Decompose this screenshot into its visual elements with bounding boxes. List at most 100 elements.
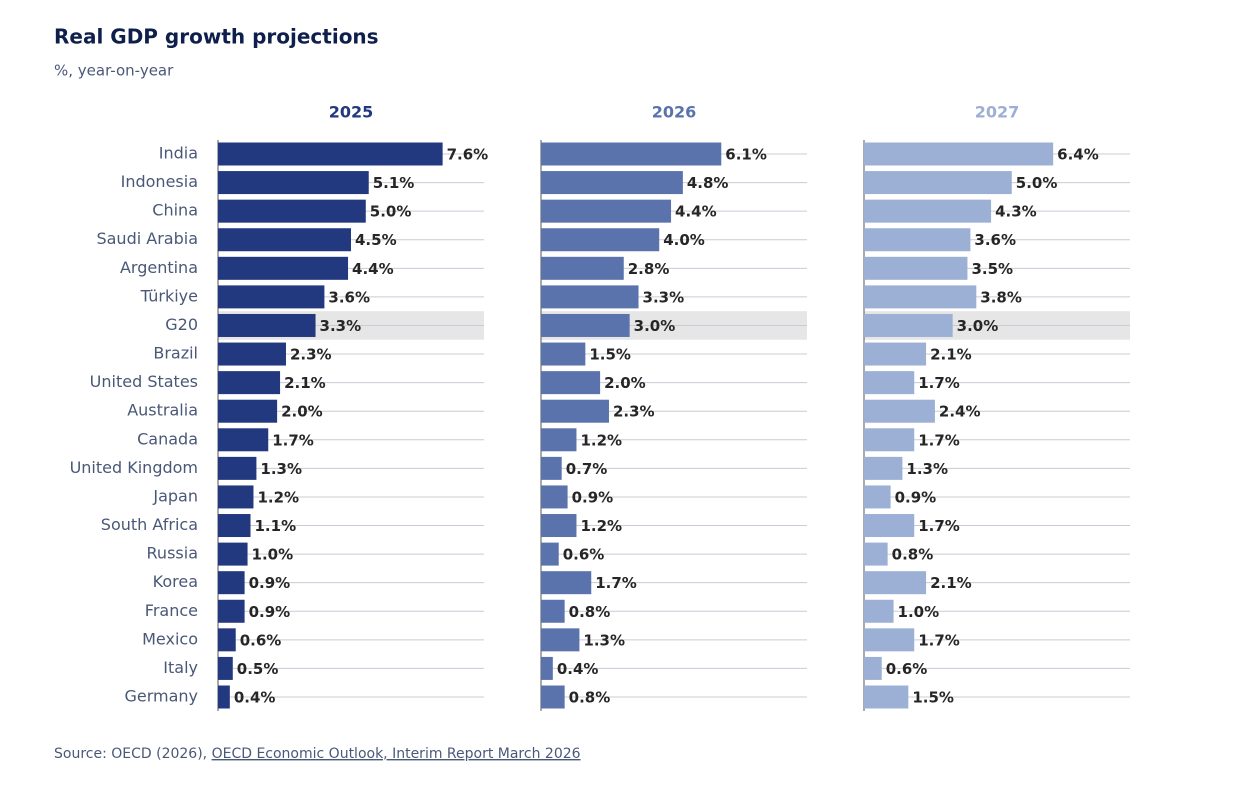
category-label: Italy bbox=[163, 658, 198, 677]
category-label: China bbox=[152, 201, 198, 220]
value-label: 2.1% bbox=[930, 574, 972, 592]
category-label: Russia bbox=[147, 544, 198, 563]
value-label: 0.6% bbox=[563, 546, 605, 564]
value-label: 2.3% bbox=[290, 346, 332, 364]
bar bbox=[218, 171, 369, 195]
value-label: 2.0% bbox=[604, 374, 646, 392]
category-label: United Kingdom bbox=[70, 458, 198, 477]
bar bbox=[218, 685, 230, 709]
bar bbox=[864, 485, 891, 509]
bar bbox=[864, 371, 915, 395]
category-label: Türkiye bbox=[140, 286, 198, 305]
value-label: 3.6% bbox=[328, 288, 370, 306]
bar bbox=[864, 228, 971, 252]
value-label: 4.3% bbox=[995, 203, 1037, 221]
category-label: Argentina bbox=[120, 258, 198, 277]
value-label: 4.5% bbox=[355, 231, 397, 249]
bar bbox=[541, 514, 577, 538]
category-label: Germany bbox=[124, 687, 198, 706]
bar bbox=[864, 599, 894, 623]
value-label: 3.6% bbox=[974, 231, 1016, 249]
category-label: Brazil bbox=[153, 344, 198, 363]
value-label: 1.2% bbox=[580, 517, 622, 535]
value-label: 0.9% bbox=[895, 488, 937, 506]
value-label: 2.4% bbox=[939, 403, 981, 421]
bar bbox=[218, 199, 366, 223]
bar bbox=[864, 514, 915, 538]
value-label: 1.2% bbox=[257, 488, 299, 506]
bar bbox=[218, 542, 248, 566]
value-label: 3.0% bbox=[957, 317, 999, 335]
bar bbox=[541, 199, 672, 223]
value-label: 1.3% bbox=[906, 460, 948, 478]
value-label: 5.0% bbox=[370, 203, 412, 221]
category-label: Australia bbox=[127, 401, 198, 420]
value-label: 5.1% bbox=[373, 174, 415, 192]
bar bbox=[218, 428, 269, 452]
bar bbox=[864, 399, 935, 423]
bar bbox=[541, 428, 577, 452]
bar bbox=[541, 256, 624, 280]
value-label: 0.8% bbox=[569, 603, 611, 621]
bar bbox=[218, 371, 281, 395]
value-label: 2.1% bbox=[284, 374, 326, 392]
value-label: 1.7% bbox=[272, 431, 314, 449]
value-label: 1.7% bbox=[918, 374, 960, 392]
bar bbox=[541, 342, 586, 366]
bar bbox=[864, 142, 1054, 166]
bar bbox=[864, 656, 882, 680]
category-label: Saudi Arabia bbox=[96, 229, 198, 248]
chart-title: Real GDP growth projections bbox=[54, 25, 379, 49]
category-label: G20 bbox=[165, 315, 198, 334]
bar bbox=[541, 399, 609, 423]
bar bbox=[864, 428, 915, 452]
bar bbox=[541, 628, 580, 652]
bar bbox=[541, 371, 601, 395]
value-label: 1.5% bbox=[589, 346, 631, 364]
value-label: 1.5% bbox=[912, 689, 954, 707]
bar bbox=[218, 599, 245, 623]
bar bbox=[218, 313, 316, 337]
value-label: 1.7% bbox=[918, 631, 960, 649]
bar bbox=[541, 171, 683, 195]
value-label: 3.8% bbox=[980, 288, 1022, 306]
bar bbox=[218, 514, 251, 538]
bar bbox=[541, 456, 562, 480]
category-label: Indonesia bbox=[121, 172, 198, 191]
value-label: 6.4% bbox=[1057, 146, 1099, 164]
value-label: 2.0% bbox=[281, 403, 323, 421]
bar bbox=[541, 285, 639, 309]
value-label: 4.4% bbox=[352, 260, 394, 278]
bar bbox=[541, 685, 565, 709]
value-label: 1.3% bbox=[260, 460, 302, 478]
category-label: France bbox=[145, 601, 198, 620]
category-label: Mexico bbox=[142, 629, 198, 648]
value-label: 1.0% bbox=[252, 546, 294, 564]
source-link[interactable]: OECD Economic Outlook, Interim Report Ma… bbox=[212, 746, 581, 762]
bar bbox=[864, 199, 992, 223]
bar bbox=[541, 571, 592, 595]
category-label: Japan bbox=[152, 486, 198, 505]
value-label: 1.7% bbox=[918, 431, 960, 449]
category-label: Korea bbox=[153, 572, 198, 591]
chart-subtitle: %, year-on-year bbox=[54, 62, 174, 80]
value-label: 0.5% bbox=[237, 660, 279, 678]
value-label: 1.3% bbox=[583, 631, 625, 649]
panel-title: 2026 bbox=[652, 103, 697, 122]
bar bbox=[864, 285, 977, 309]
bar bbox=[218, 456, 257, 480]
category-label: South Africa bbox=[101, 515, 198, 534]
bar bbox=[864, 456, 903, 480]
category-label: Canada bbox=[137, 429, 198, 448]
value-label: 2.3% bbox=[613, 403, 655, 421]
bar bbox=[864, 342, 927, 366]
bar bbox=[541, 542, 559, 566]
bar bbox=[864, 313, 953, 337]
category-label: India bbox=[159, 144, 198, 163]
source-note: Source: OECD (2026), OECD Economic Outlo… bbox=[54, 746, 581, 762]
category-label: United States bbox=[90, 372, 198, 391]
bar bbox=[541, 228, 660, 252]
bar bbox=[218, 656, 233, 680]
value-label: 1.7% bbox=[595, 574, 637, 592]
